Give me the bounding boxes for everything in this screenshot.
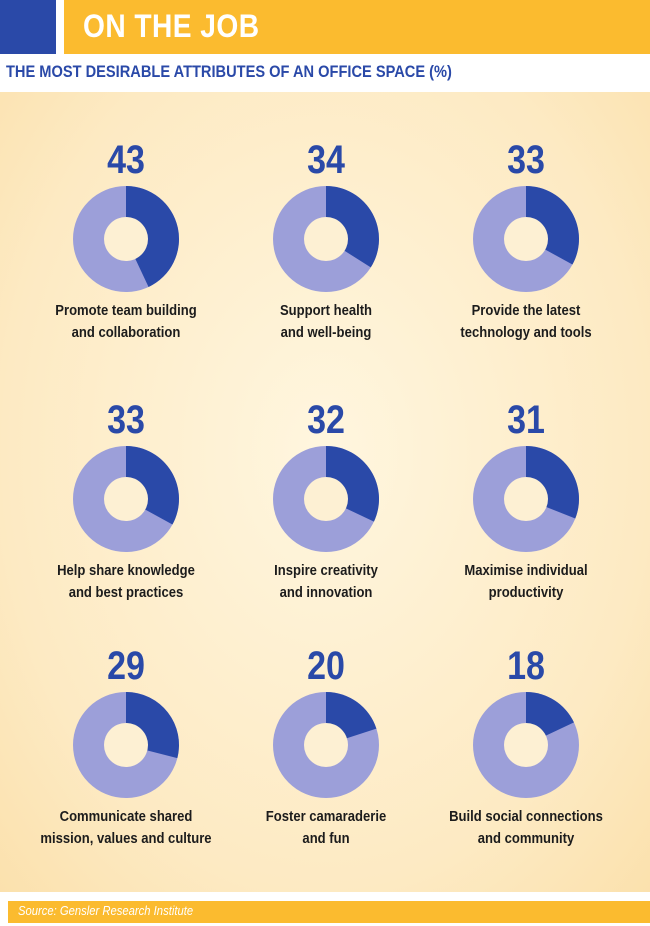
donut-value-label: 32 [307,398,345,442]
donut-hole [504,477,548,521]
donut-cell: 31 Maximise individual productivity [426,398,626,608]
donut-chart [73,692,179,798]
donut-hole [304,723,348,767]
donut-value-label: 29 [107,644,145,688]
donut-value-label: 34 [307,138,345,182]
donut-value-label: 33 [107,398,145,442]
donut-cell: 29 Communicate shared mission, values and … [26,644,226,854]
donut-category-label: Support health and well-being [227,300,425,344]
donut-chart [273,692,379,798]
donut-cell: 33 Provide the latest technology and tools [426,138,626,348]
donut-value-label: 31 [507,398,545,442]
donut-hole [504,217,548,261]
donut-category-label-line: mission, values and culture [40,831,212,847]
donut-category-label-line: and community [477,831,575,847]
donut-chart [73,186,180,292]
donut-category-label-line: and best practices [68,585,184,601]
donut-category-label-line: Support health [279,303,373,319]
donut-value-label: 33 [507,138,545,182]
donut-value-label: 18 [507,644,545,688]
donut-category-label-line: and innovation [279,585,373,601]
donut-chart [473,186,579,292]
donut-category-label-line: Communicate shared [59,809,193,825]
donut-hole [504,723,548,767]
donut-category-label: Promote team building and collaboration [27,300,225,344]
donut-cell: 18 Build social connections and community [426,644,626,854]
header-accent-block [0,0,56,54]
donut-category-label: Maximise individual productivity [427,560,625,604]
donut-category-label-line: Promote team building [55,303,197,319]
donut-category-label-line: and fun [302,831,350,847]
donut-hole [104,217,148,261]
donut-category-label: Communicate shared mission, values and cu… [27,806,225,850]
donut-chart [73,446,179,552]
donut-category-label-line: and well-being [280,325,372,341]
donut-cell: 33 Help share knowledge and best practices [26,398,226,608]
donut-hole [304,477,348,521]
donut-category-label-line: Provide the latest [471,303,581,319]
donut-cell: 20 Foster camaraderie and fun [226,644,426,854]
donut-chart [273,186,380,292]
page-title: ON THE JOB [83,8,260,44]
source-note: Source: Gensler Research Institute [18,904,194,918]
donut-category-label: Provide the latest technology and tools [427,300,625,344]
donut-chart [473,446,580,552]
donut-cell: 43 Promote team building and collaboration [26,138,226,348]
donut-hole [104,723,148,767]
donut-cell: 34 Support health and well-being [226,138,426,348]
donut-category-label-line: Maximise individual [464,563,588,579]
donut-hole [304,217,348,261]
donut-chart [273,446,380,552]
donut-cell: 32 Inspire creativity and innovation [226,398,426,608]
donut-category-label-line: technology and tools [460,325,592,341]
donut-category-label: Help share knowledge and best practices [27,560,225,604]
donut-value-label: 20 [307,644,345,688]
donut-category-label-line: Help share knowledge [57,563,195,579]
donut-slice-value [126,186,180,287]
donut-hole [104,477,148,521]
donut-category-label-line: Foster camaraderie [265,809,387,825]
donut-category-label-line: and collaboration [71,325,181,341]
donut-category-label-line: Build social connections [449,809,603,825]
donut-chart [473,692,579,798]
donut-value-label: 43 [107,138,145,182]
footer-bar [8,901,650,923]
chart-subtitle: THE MOST DESIRABLE ATTRIBUTES OF AN OFFI… [6,62,452,81]
donut-category-label-line: productivity [488,585,564,601]
header-bar [64,0,650,54]
donut-category-label-line: Inspire creativity [274,563,378,579]
donut-category-label: Build social connections and community [427,806,625,850]
donut-category-label: Foster camaraderie and fun [227,806,425,850]
donut-category-label: Inspire creativity and innovation [227,560,425,604]
